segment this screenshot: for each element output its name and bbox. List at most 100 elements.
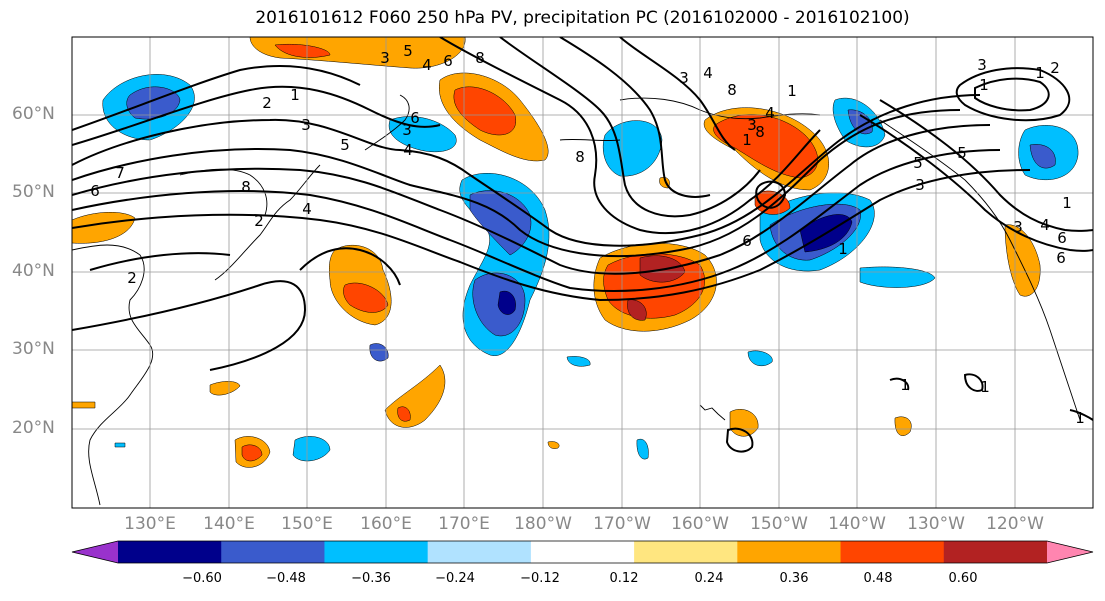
contour-label: 4	[302, 200, 312, 218]
colorbar-segment	[840, 541, 945, 563]
contour-label: 1	[1075, 409, 1085, 427]
shade-blue	[114, 442, 126, 448]
colorbar-segment	[737, 541, 842, 563]
contour-label: 1	[290, 86, 300, 104]
contour-label: 4	[403, 141, 413, 159]
colorbar-segment	[634, 541, 738, 563]
shade-red	[397, 406, 411, 422]
colorbar-segment	[324, 541, 429, 563]
pv-contour	[859, 114, 1093, 252]
pv-contour	[889, 377, 910, 391]
colorbar-extend-min	[72, 541, 118, 563]
contour-label: 4	[1040, 216, 1050, 234]
pv-contour	[955, 67, 1071, 122]
contour-label: 3	[380, 49, 390, 67]
pv-contour	[299, 247, 401, 286]
contour-label: 2	[1050, 59, 1060, 77]
contour-label: 8	[727, 81, 737, 99]
lon-label-150W: 150°W	[750, 514, 808, 534]
contour-label: 7	[115, 164, 125, 182]
contour-label: 1	[838, 240, 848, 258]
shade-red	[453, 86, 517, 136]
contour-label: 1	[742, 131, 752, 149]
contour-label: 3	[1013, 218, 1023, 236]
colorbar-segment	[427, 541, 532, 563]
contour-label: 6	[443, 52, 453, 70]
lat-label-40N: 40°N	[12, 261, 55, 281]
lat-label-20N: 20°N	[12, 418, 55, 438]
shade-blue	[602, 120, 663, 177]
shade-orange	[894, 416, 912, 436]
shade-blue	[747, 350, 773, 367]
contour-label: 6	[1056, 249, 1066, 267]
lon-label-160W: 160°W	[671, 514, 729, 534]
contour-label: 5	[957, 144, 967, 162]
pv-contour	[499, 37, 761, 218]
shade-blue	[292, 436, 331, 462]
pv-contour	[974, 77, 1050, 112]
contour-label: 1	[900, 376, 910, 394]
map-plot-area: 3 4 5 8 6 3 4 8 1 2 3 5 4 6 3 7 6 8 2 4 …	[72, 37, 1093, 508]
pv-contour	[725, 427, 754, 453]
pv-contour	[89, 252, 231, 271]
lon-label-150E: 150°E	[281, 514, 333, 534]
contour-label: 3	[915, 176, 925, 194]
colorbar-tick: −0.36	[351, 571, 391, 586]
contour-label: 1	[787, 82, 797, 100]
pv-contour	[619, 37, 736, 151]
contour-label: 8	[475, 49, 485, 67]
shade-orange	[72, 401, 96, 409]
pv-contour	[963, 373, 984, 392]
colorbar	[71, 540, 1094, 564]
contour-label: 1	[980, 378, 990, 396]
island-hawaii	[699, 404, 726, 421]
lon-label-160E: 160°E	[360, 514, 412, 534]
contour-label: 1	[979, 76, 989, 94]
contour-label: 2	[262, 94, 272, 112]
contour-label: 4	[703, 64, 713, 82]
shade-dark-blue	[1029, 144, 1056, 169]
shade-blue	[566, 356, 591, 367]
shade-orange	[72, 211, 136, 244]
coastline-japan	[214, 164, 321, 281]
shade-dark-red	[627, 299, 647, 321]
pv-contour	[72, 169, 1031, 302]
shade-red	[241, 444, 263, 462]
colorbar-segment	[530, 541, 635, 563]
colorbar-extend-max	[1047, 541, 1093, 563]
contour-label: 8	[241, 178, 251, 196]
colorbar-tick: −0.12	[520, 571, 560, 586]
contour-label: 3	[747, 116, 757, 134]
graticule	[72, 37, 1093, 508]
coastline-kamchatka	[364, 94, 410, 151]
colorbar-segment	[221, 541, 325, 563]
colorbar-tick: 0.60	[948, 571, 978, 586]
colorbar-tick: 0.36	[779, 571, 809, 586]
coastline-alaska	[619, 97, 821, 120]
contour-label: 3	[679, 69, 689, 87]
contour-label: 8	[575, 148, 585, 166]
contour-label: 5	[403, 42, 413, 60]
contour-label: 6	[742, 232, 752, 250]
colorbar-segment	[118, 541, 222, 563]
lat-label-50N: 50°N	[12, 182, 55, 202]
contour-label: 3	[301, 116, 311, 134]
pv-contour	[72, 94, 981, 247]
lon-label-140W: 140°W	[828, 514, 886, 534]
shade-orange	[209, 381, 241, 396]
pv-contours	[72, 37, 1093, 453]
colorbar-tick: −0.48	[266, 571, 306, 586]
contour-label: 6	[410, 109, 420, 127]
lon-label-170W: 170°W	[593, 514, 651, 534]
contour-label: 2	[254, 212, 264, 230]
pv-contour	[72, 65, 361, 131]
shade-red	[274, 44, 331, 58]
pv-contour	[439, 37, 821, 235]
contour-label: 1	[1062, 194, 1072, 212]
contour-label: 5	[340, 136, 350, 154]
contour-label: 4	[765, 104, 775, 122]
shade-navy	[497, 290, 516, 315]
lon-label-130W: 130°W	[907, 514, 965, 534]
contour-label: 3	[977, 56, 987, 74]
